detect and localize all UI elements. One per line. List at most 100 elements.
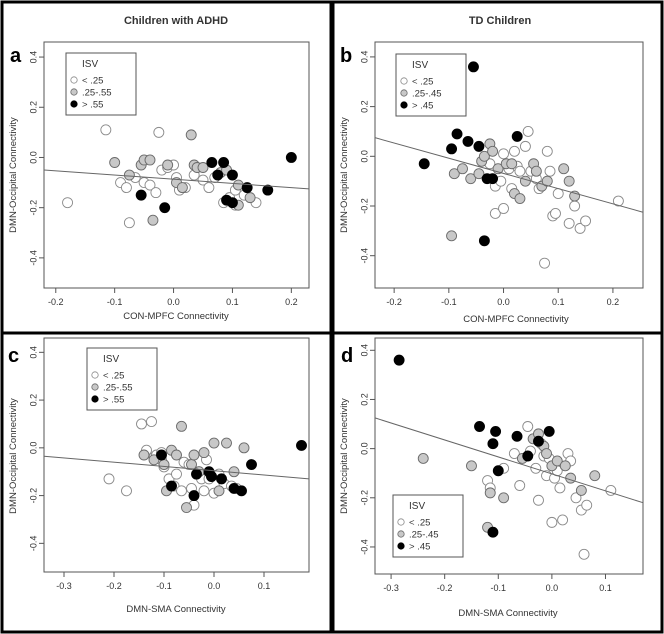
panel-a-data-point xyxy=(150,187,162,199)
panel-c-legend-marker xyxy=(91,371,99,379)
panel-d-legend-entry: > .45 xyxy=(409,542,430,553)
panel-c-data-point xyxy=(121,485,132,497)
panel-c-border xyxy=(0,331,333,634)
panel-c-data-point xyxy=(198,485,210,497)
panel-d-data-point xyxy=(578,548,590,560)
panel-d-data-point xyxy=(487,526,499,538)
panel-d-y-tick-label: -0.2 xyxy=(359,490,369,506)
panel-a-y-tick-label: 0.0 xyxy=(28,151,38,164)
panel-c-data-point xyxy=(213,485,225,497)
panel-b-legend-marker xyxy=(400,77,408,85)
panel-b-x-tick-label: -0.1 xyxy=(441,297,457,307)
panel-a-x-tick-label: 0.0 xyxy=(167,297,180,307)
panel-b-data-point xyxy=(457,163,468,175)
panel-b-legend-box xyxy=(395,53,467,117)
column-title-left: Children with ADHD xyxy=(124,15,228,27)
panel-c-data-point xyxy=(198,447,210,459)
panel-d-data-point xyxy=(546,516,558,528)
panel-a-data-point xyxy=(109,157,121,168)
panel-c-fit-line xyxy=(43,455,310,480)
panel-d-data-point xyxy=(589,470,601,482)
panel-d-data-point xyxy=(557,514,569,526)
panel-a-data-point xyxy=(123,217,135,229)
panel-d-plot-frame xyxy=(374,337,644,575)
panel-a-legend-entry: > .55 xyxy=(82,100,103,111)
panel-b-data-point xyxy=(465,173,477,185)
panel-a-y-tick-label: 0.2 xyxy=(28,101,38,114)
panel-d-legend-entry: .25-.45 xyxy=(409,530,439,541)
panel-c-data-point xyxy=(221,437,232,449)
panel-d-data-point xyxy=(508,448,520,459)
panel-b-data-point xyxy=(574,222,586,234)
panel-c-data-point xyxy=(188,490,200,502)
panel-c-legend-entry: < .25 xyxy=(103,371,124,382)
panel-a-legend-marker xyxy=(70,76,78,84)
panel-c-y-tick-label: -0.4 xyxy=(28,536,38,552)
panel-b-legend-title: ISV xyxy=(412,60,428,71)
panel-b-data-point xyxy=(506,158,518,170)
panel-b-letter: b xyxy=(340,45,352,67)
panel-a-legend-title: ISV xyxy=(82,59,98,70)
panel-b-y-axis-label: DMN-Occipital Connectivity xyxy=(339,117,350,233)
panel-c-data-point xyxy=(188,449,200,461)
panel-d-y-tick-label: 0.0 xyxy=(359,442,369,455)
panel-c-legend-title: ISV xyxy=(103,354,119,365)
panel-b-data-point xyxy=(462,135,474,147)
panel-d-border xyxy=(331,331,664,634)
panel-b-legend-entry: .25-.45 xyxy=(412,89,442,100)
panel-d-data-point xyxy=(487,438,499,450)
panel-c-x-tick-label: -0.1 xyxy=(156,581,172,591)
panel-b-data-point xyxy=(550,208,561,219)
panel-b-data-point xyxy=(448,168,460,180)
panel-a-x-tick-label: -0.1 xyxy=(107,297,123,307)
panel-a-data-point xyxy=(185,129,197,141)
panel-b-data-point xyxy=(451,128,463,140)
panel-c-legend-entry: .25-.55 xyxy=(103,383,133,394)
panel-a-data-point xyxy=(203,182,215,194)
panel-a-fit-line xyxy=(43,169,310,190)
panel-c-letter: c xyxy=(8,345,19,367)
panel-b-data-point xyxy=(446,230,458,242)
panel-c-x-tick-label: -0.2 xyxy=(106,581,122,591)
panel-d-x-tick-label: -0.1 xyxy=(491,583,507,593)
panel-d-y-tick-label: 0.2 xyxy=(359,393,369,406)
panel-d-data-point xyxy=(474,421,485,432)
panel-a-x-tick-label: 0.2 xyxy=(285,297,298,307)
panel-a-legend-box xyxy=(65,52,137,116)
panel-b-data-point xyxy=(541,145,553,157)
panel-d-data-point xyxy=(575,484,587,496)
panel-c-x-tick-label: -0.3 xyxy=(56,581,72,591)
panel-a-x-tick-label: -0.2 xyxy=(48,297,64,307)
panel-d-legend-marker xyxy=(397,530,405,538)
panel-a-data-point xyxy=(162,159,174,171)
panel-c-data-point xyxy=(156,449,167,461)
panel-a-legend-entry: < .25 xyxy=(82,76,103,87)
panel-b-data-point xyxy=(473,168,485,180)
panel-b-data-point xyxy=(478,150,490,162)
panel-a-data-point xyxy=(197,162,209,173)
panel-c-x-tick-label: 0.1 xyxy=(258,581,271,591)
panel-c-plot: -0.3 -0.2 -0.1 0.0 0.1 -0.4 -0.2 0.0 0.2 0.4 DMN-S… xyxy=(8,337,310,615)
panel-c-y-tick-label: -0.2 xyxy=(28,488,38,504)
panel-a-data-point xyxy=(144,154,156,166)
panel-b-data-point xyxy=(558,163,570,175)
panel-d-x-tick-label: -0.3 xyxy=(383,583,399,593)
panel-b-data-point xyxy=(563,175,575,187)
panel-a-data-point xyxy=(144,179,156,191)
panel-c-legend-marker xyxy=(91,395,99,403)
panel-a-letter: a xyxy=(10,45,22,67)
panel-d-data-point xyxy=(522,450,534,462)
panel-d-data-point xyxy=(541,448,552,459)
panel-d-x-tick-label: 0.1 xyxy=(599,583,612,593)
panel-d-data-point xyxy=(565,472,577,484)
panel-d-data-point xyxy=(514,480,526,491)
panel-b-data-point xyxy=(569,200,581,212)
panel-c-data-point xyxy=(158,459,170,471)
panel-a-data-point xyxy=(147,214,159,226)
panel-c-legend-entry: > .55 xyxy=(103,395,124,406)
panel-b-x-tick-label: 0.0 xyxy=(497,297,510,307)
panel-c-data-point xyxy=(238,442,250,454)
panel-b-data-point xyxy=(519,140,531,152)
panel-a-x-tick-label: 0.1 xyxy=(226,297,239,307)
